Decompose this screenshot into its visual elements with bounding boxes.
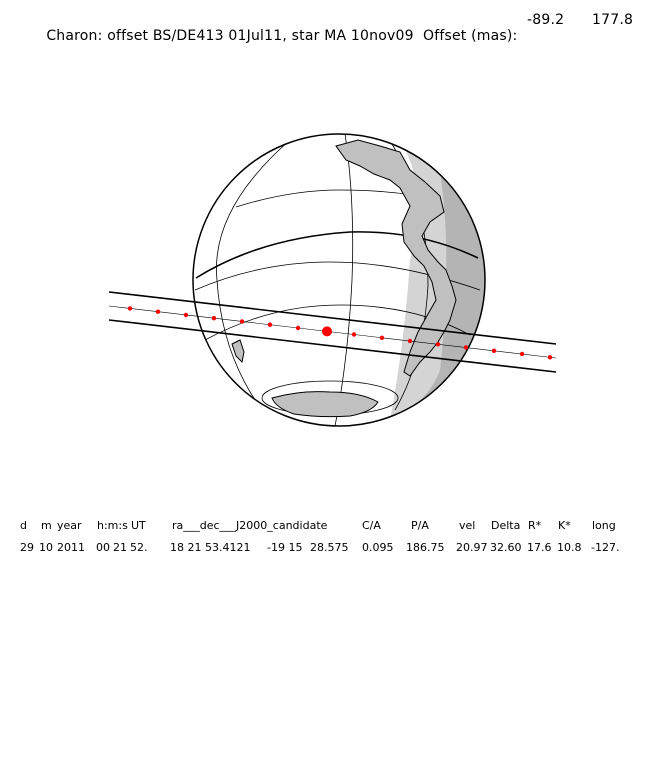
col-header: m (41, 519, 52, 532)
cell-long: -127. (591, 541, 619, 554)
time-marker-dot (436, 342, 440, 346)
col-header: ra___dec___J2000_candidate (172, 519, 327, 532)
time-marker-dot (464, 345, 468, 349)
col-header: K* (558, 519, 571, 532)
col-header: year (57, 519, 82, 532)
cell-ca: 0.095 (362, 541, 394, 554)
cell-day: 29 (20, 541, 34, 554)
col-header: d (20, 519, 27, 532)
closest-approach-dot (322, 326, 332, 336)
cell-delta: 32.60 (490, 541, 522, 554)
table-header-row: d m year h:m:s UT ra___dec___J2000_candi… (20, 519, 640, 533)
time-marker-dot (268, 323, 272, 327)
cell-hours: 00 (96, 541, 110, 554)
col-header: h:m:s (97, 519, 128, 532)
time-marker-dot (492, 349, 496, 353)
table-value-row: 29 10 2011 00 21 52. 18 21 53.4121 -19 1… (20, 541, 640, 555)
time-marker-dot (520, 352, 524, 356)
time-marker-dot (156, 310, 160, 314)
time-marker-dot (184, 313, 188, 317)
time-marker-dot (128, 306, 132, 310)
col-header: R* (528, 519, 541, 532)
col-header: Delta (491, 519, 520, 532)
cell-minutes: 21 (113, 541, 127, 554)
globe (193, 134, 500, 426)
time-marker-dot (296, 326, 300, 330)
col-header: P/A (411, 519, 429, 532)
time-marker-dot (548, 355, 552, 359)
occultation-map (0, 0, 646, 568)
cell-ra: 18 21 53.4121 (170, 541, 250, 554)
col-header: C/A (362, 519, 381, 532)
col-header: long (592, 519, 616, 532)
time-marker-dot (212, 316, 216, 320)
col-header: UT (131, 519, 146, 532)
cell-pa: 186.75 (406, 541, 445, 554)
cell-year: 2011 (57, 541, 85, 554)
cell-r-star: 17.6 (527, 541, 552, 554)
time-marker-dot (380, 336, 384, 340)
cell-dec: -19 15 (267, 541, 302, 554)
cell-seconds: 52. (130, 541, 148, 554)
cell-month: 10 (39, 541, 53, 554)
cell-k-star: 10.8 (557, 541, 582, 554)
time-marker-dot (408, 339, 412, 343)
time-marker-dot (352, 332, 356, 336)
col-header: vel (459, 519, 475, 532)
cell-dec-seconds: 28.575 (310, 541, 349, 554)
cell-vel: 20.97 (456, 541, 488, 554)
time-marker-dot (240, 319, 244, 323)
